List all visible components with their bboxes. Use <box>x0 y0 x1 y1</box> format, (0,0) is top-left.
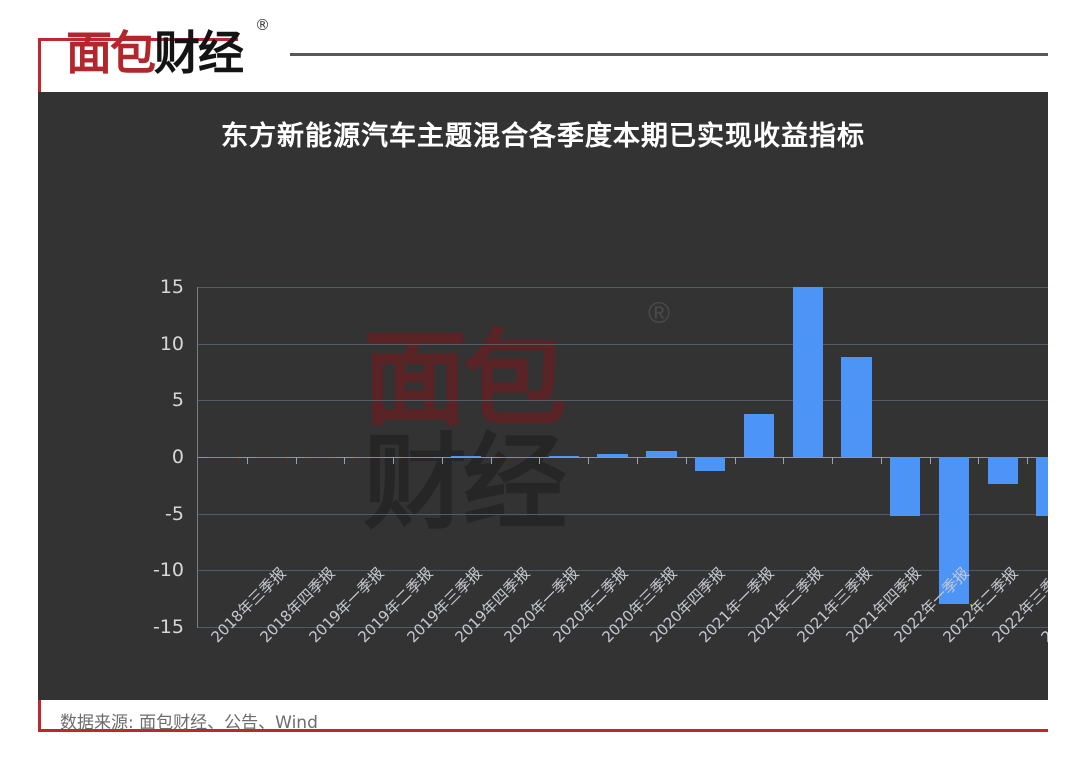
frame-border-bottom <box>38 729 1048 732</box>
bar-2019年一季报[interactable] <box>304 456 336 458</box>
y-tick-label--10: -10 <box>152 559 184 582</box>
x-tick-10 <box>734 457 736 464</box>
x-tick-16 <box>1027 457 1029 464</box>
y-tick-label--5: -5 <box>165 502 184 525</box>
gridline-5 <box>198 400 1048 402</box>
y-tick-label-10: 10 <box>159 332 184 355</box>
x-tick-3 <box>393 457 395 464</box>
brand-logo: 面包 财经 ® <box>66 14 296 76</box>
gridline--5 <box>198 513 1048 515</box>
bar-2021年四季报[interactable] <box>841 357 872 457</box>
gridline-15 <box>198 287 1048 288</box>
brand-logo-red-text: 面包 <box>66 26 156 80</box>
x-tick-5 <box>490 457 492 464</box>
x-tick-12 <box>832 457 834 464</box>
header-rule <box>290 53 1048 56</box>
chart-panel: 东方新能源汽车主题混合各季度本期已实现收益指标 ® 面包财经 15 10 5 0 -5-… <box>38 92 1048 700</box>
bar-2021年二季报[interactable] <box>743 413 775 457</box>
gridline--10 <box>198 570 1048 572</box>
x-tick-13 <box>880 457 882 464</box>
bar-2020年二季报[interactable] <box>548 456 579 458</box>
bar-2019年三季报[interactable] <box>402 456 433 458</box>
y-axis-line <box>197 287 198 628</box>
bar-2018年三季报[interactable] <box>207 456 238 458</box>
x-axis-labels: 2018年三季报 2018年四季报 2019年一季报 2019年二季报 2019年三季报… <box>198 564 1048 700</box>
x-tick-0 <box>246 457 248 464</box>
y-tick-label-0: 0 <box>171 446 184 468</box>
bar-2022年四季报[interactable] <box>1036 457 1048 516</box>
chart-title: 东方新能源汽车主题混合各季度本期已实现收益指标 <box>221 121 865 152</box>
x-tick-4 <box>441 457 443 464</box>
x-tick-15 <box>978 457 980 464</box>
plot-area <box>197 287 1048 628</box>
bar-2018年四季报[interactable] <box>256 456 287 458</box>
gridline-10 <box>198 343 1048 345</box>
brand-logo-black-text: 财经 <box>154 26 244 80</box>
bar-2021年三季报[interactable] <box>792 287 823 457</box>
bar-2021年一季报[interactable] <box>695 457 726 471</box>
gridline-0 <box>198 457 1048 458</box>
x-tick-14 <box>929 457 931 464</box>
x-tick-11 <box>783 457 785 464</box>
bar-2020年三季报[interactable] <box>597 454 628 457</box>
x-tick-6 <box>539 457 541 464</box>
bar-2019年二季报[interactable] <box>353 456 384 458</box>
y-tick-label-15: 15 <box>159 276 184 298</box>
x-tick-2 <box>344 457 346 464</box>
y-tick-label--15: -15 <box>152 616 184 638</box>
x-tick-9 <box>685 457 687 464</box>
bar-2022年一季报[interactable] <box>890 457 921 516</box>
bar-2022年三季报[interactable] <box>987 457 1018 485</box>
bar-2022年二季报[interactable] <box>938 457 970 605</box>
x-tick-7 <box>588 457 590 464</box>
gridline--15 <box>198 627 1048 628</box>
y-axis-labels: 15 10 5 0 -5 -10 -15 <box>124 276 184 638</box>
x-tick-1 <box>295 457 297 464</box>
bar-2020年一季报[interactable] <box>499 456 531 458</box>
bar-2019年四季报[interactable] <box>451 456 482 458</box>
x-tick-8 <box>637 457 638 464</box>
y-tick-label-5: 5 <box>171 389 184 412</box>
registered-mark-icon: ® <box>255 16 270 34</box>
frame-border-top <box>38 38 238 41</box>
data-source-note: 数据来源: 面包财经、公告、Wind <box>60 713 318 733</box>
bar-2020年四季报[interactable] <box>646 450 677 457</box>
